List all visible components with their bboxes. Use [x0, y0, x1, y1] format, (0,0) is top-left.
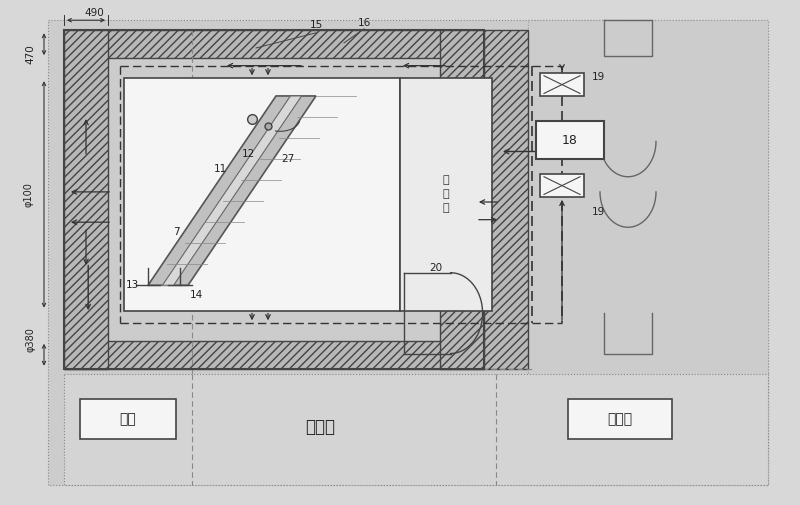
Bar	[400, 78, 492, 311]
Bar	[540, 73, 584, 96]
Bar	[64, 341, 484, 369]
Text: 11: 11	[214, 164, 226, 174]
Text: 470: 470	[26, 44, 35, 65]
Polygon shape	[148, 96, 316, 285]
Text: 13: 13	[126, 280, 138, 290]
Text: 19: 19	[592, 72, 605, 82]
Text: 测
量
室: 测 量 室	[442, 175, 450, 214]
Text: φ380: φ380	[26, 327, 35, 352]
Bar	[64, 30, 484, 369]
Text: 控制室: 控制室	[305, 418, 335, 436]
Bar	[568, 399, 672, 439]
Bar	[80, 399, 176, 439]
Bar	[64, 30, 484, 58]
Text: 490: 490	[85, 8, 104, 18]
Text: 19: 19	[592, 207, 605, 217]
Text: 18: 18	[562, 134, 578, 146]
Text: 12: 12	[242, 149, 254, 159]
Polygon shape	[162, 96, 302, 285]
Bar	[64, 30, 108, 369]
Bar	[484, 30, 528, 369]
Bar	[540, 174, 584, 197]
Bar	[536, 121, 604, 159]
Bar	[528, 20, 768, 485]
Text: 控制台: 控制台	[607, 412, 633, 426]
Text: 15: 15	[310, 20, 322, 30]
Bar	[124, 78, 400, 311]
Text: 27: 27	[282, 154, 294, 164]
Bar	[440, 30, 484, 369]
Text: 20: 20	[430, 263, 442, 273]
Text: 电源: 电源	[120, 412, 136, 426]
Text: 16: 16	[358, 18, 370, 28]
Text: φ100: φ100	[23, 182, 33, 207]
Text: 14: 14	[190, 290, 202, 300]
Bar	[64, 374, 768, 485]
Bar	[528, 20, 768, 485]
Text: 7: 7	[173, 227, 179, 237]
